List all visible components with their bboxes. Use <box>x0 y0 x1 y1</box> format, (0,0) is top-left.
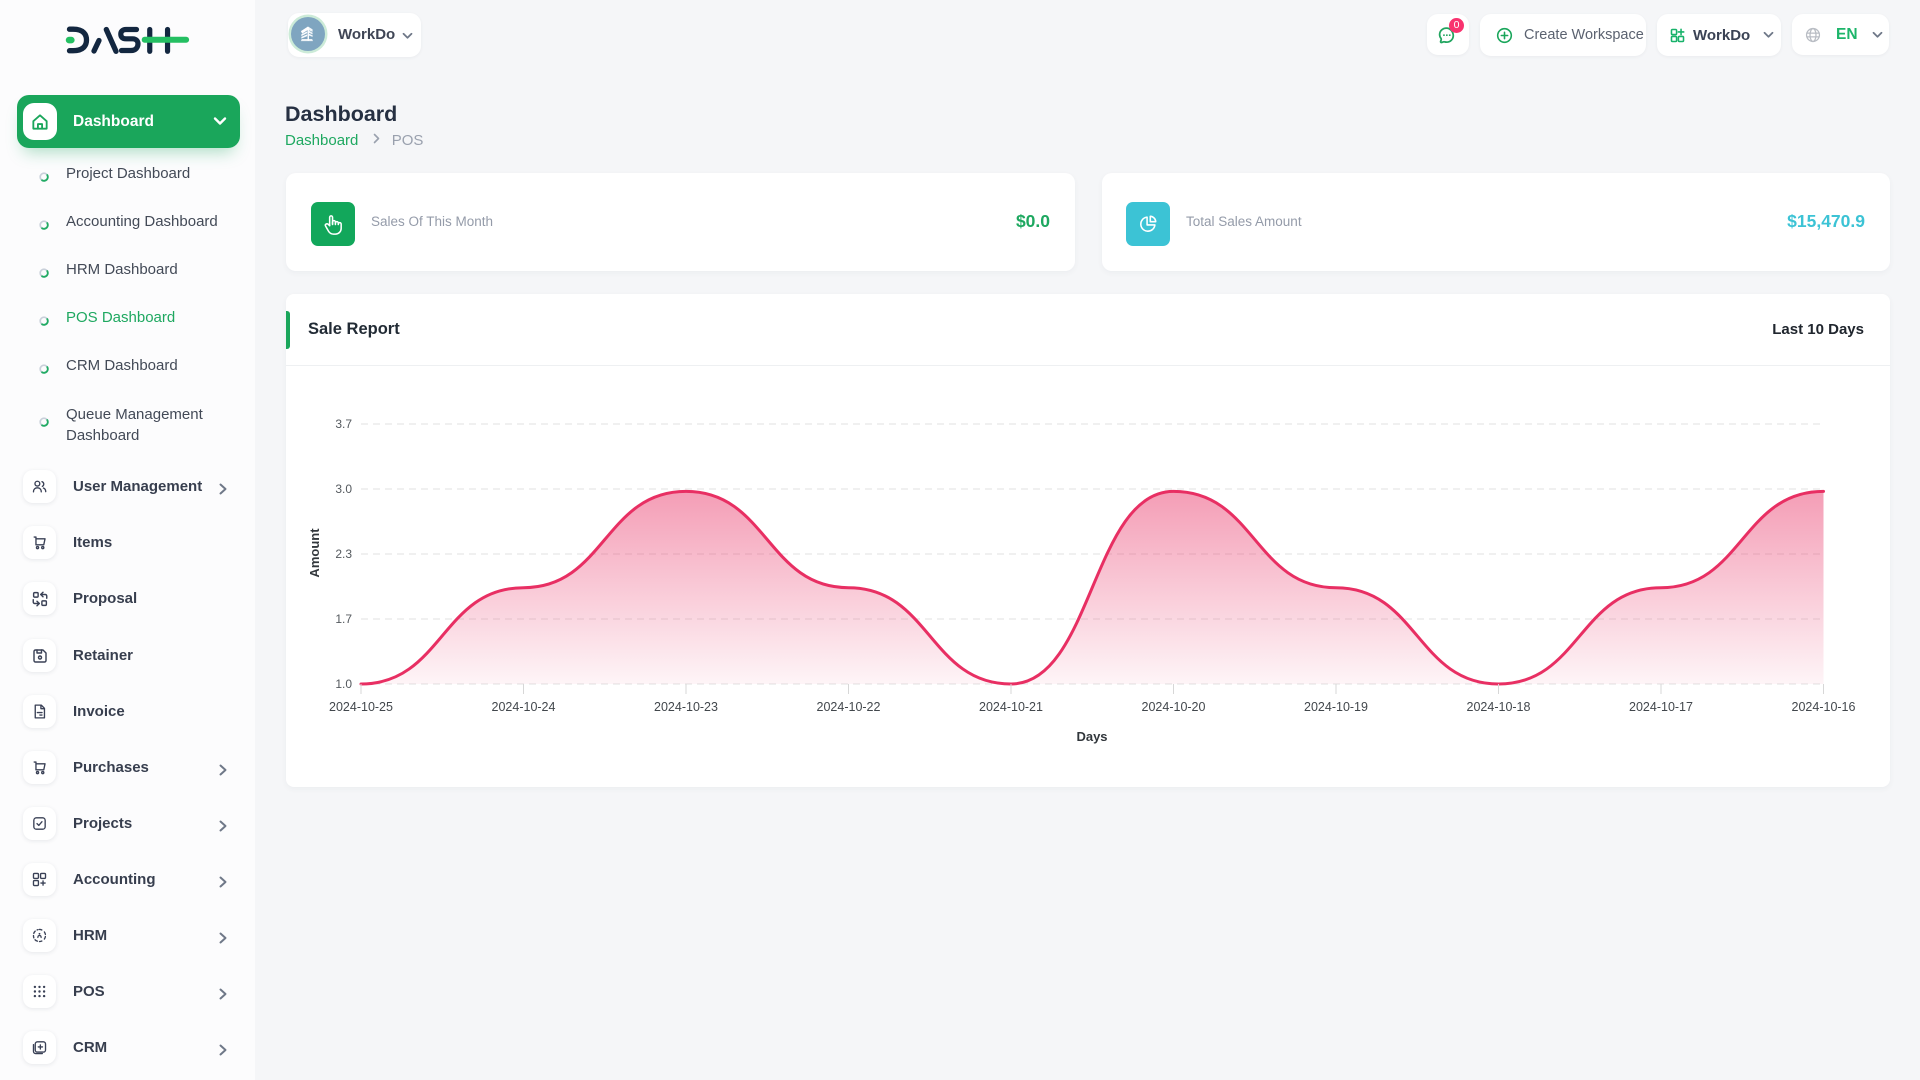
svg-text:Amount: Amount <box>307 528 322 578</box>
svg-text:2024-10-19: 2024-10-19 <box>1304 700 1368 714</box>
svg-text:2024-10-24: 2024-10-24 <box>492 700 556 714</box>
svg-text:1.0: 1.0 <box>335 677 352 691</box>
svg-text:2024-10-16: 2024-10-16 <box>1792 700 1856 714</box>
svg-text:2024-10-18: 2024-10-18 <box>1467 700 1531 714</box>
svg-text:2.3: 2.3 <box>335 547 352 561</box>
svg-text:2024-10-23: 2024-10-23 <box>654 700 718 714</box>
svg-text:2024-10-17: 2024-10-17 <box>1629 700 1693 714</box>
svg-text:2024-10-20: 2024-10-20 <box>1142 700 1206 714</box>
svg-text:3.7: 3.7 <box>335 417 352 431</box>
svg-text:1.7: 1.7 <box>335 612 352 626</box>
svg-text:3.0: 3.0 <box>335 482 352 496</box>
svg-text:2024-10-22: 2024-10-22 <box>817 700 881 714</box>
svg-text:Days: Days <box>1076 729 1107 744</box>
svg-text:2024-10-25: 2024-10-25 <box>329 700 393 714</box>
svg-text:2024-10-21: 2024-10-21 <box>979 700 1043 714</box>
